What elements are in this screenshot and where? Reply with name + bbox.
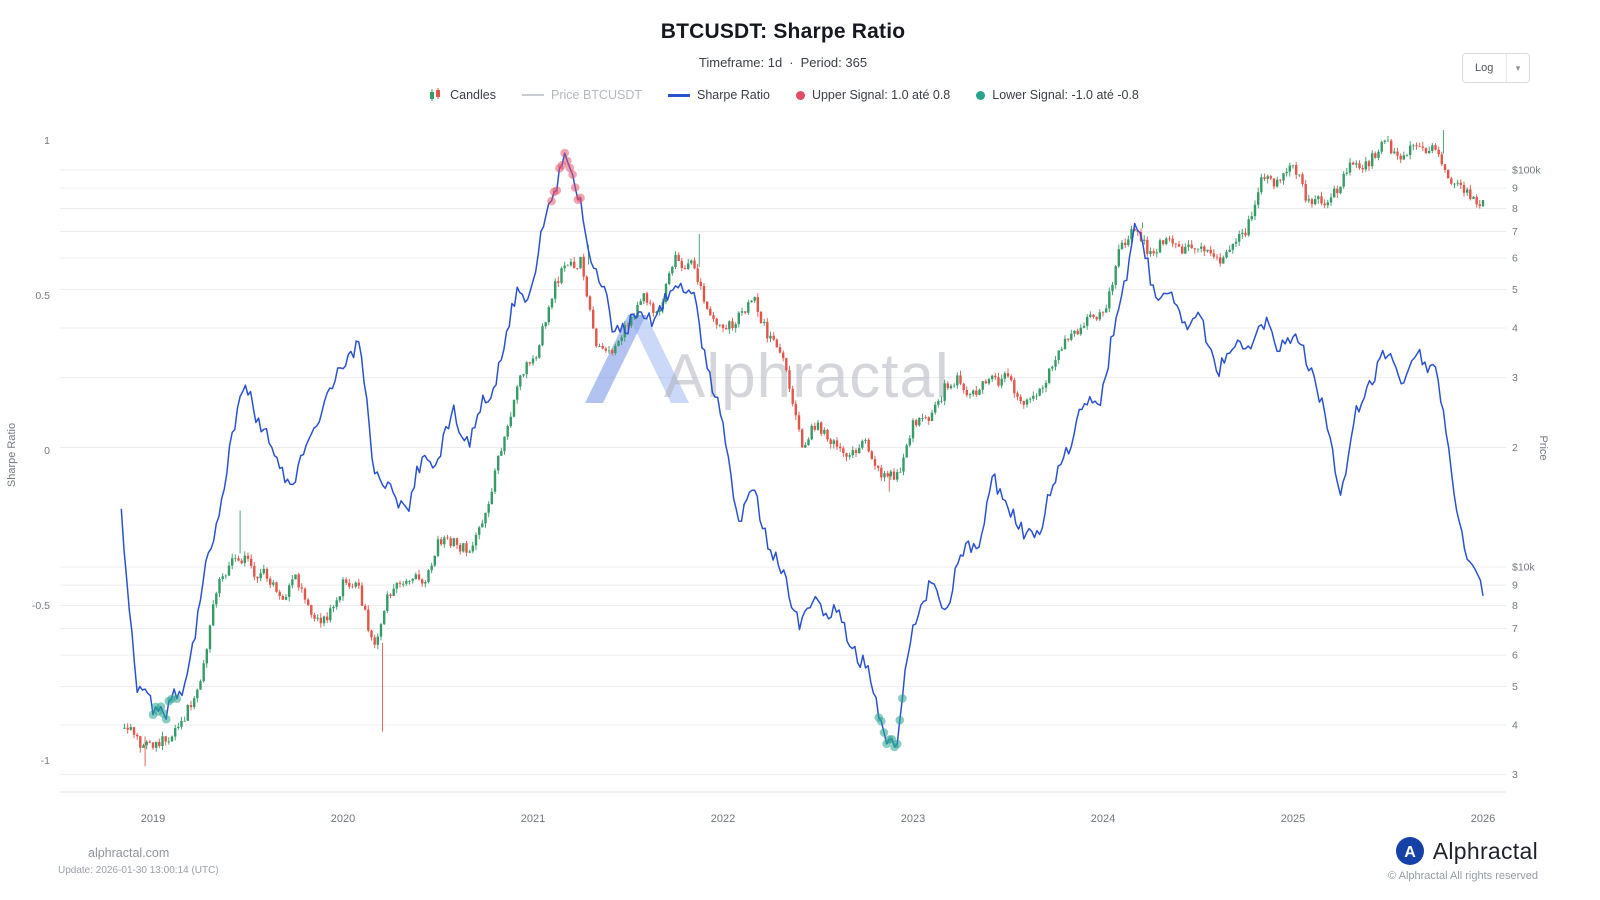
scale-dropdown-label: Log: [1475, 62, 1494, 74]
legend-item-candles[interactable]: Candles: [427, 88, 496, 102]
scale-dropdown[interactable]: Log ▾: [1462, 53, 1530, 83]
watermark: Alphractal: [585, 315, 950, 411]
chart-legend: Candles Price BTCUSDT Sharpe Ratio Upper…: [0, 88, 1566, 102]
svg-text:2: 2: [1512, 442, 1518, 454]
brand-name: Alphractal: [1432, 837, 1538, 864]
svg-text:2024: 2024: [1091, 813, 1115, 825]
legend-item-sharpe[interactable]: Sharpe Ratio: [667, 88, 770, 102]
svg-text:2019: 2019: [141, 813, 165, 825]
logo-letter: A: [1404, 844, 1416, 861]
candles-icon: [430, 88, 441, 101]
svg-text:8: 8: [1512, 203, 1518, 215]
svg-text:5: 5: [1512, 681, 1518, 693]
legend-label-lower-signal: Lower Signal: -1.0 até -0.8: [992, 88, 1139, 102]
chevron-down-icon: ▾: [1506, 54, 1529, 82]
copyright-text: © Alphractal All rights reserved: [1388, 870, 1538, 882]
legend-label-candles: Candles: [450, 88, 496, 102]
svg-text:6: 6: [1512, 650, 1518, 662]
lower-signal-dot-swatch: [976, 90, 986, 100]
svg-text:2026: 2026: [1471, 813, 1495, 825]
legend-item-upper-signal[interactable]: Upper Signal: 1.0 até 0.8: [795, 88, 951, 102]
legend-item-price[interactable]: Price BTCUSDT: [522, 88, 642, 102]
svg-text:$10k: $10k: [1512, 562, 1536, 574]
update-timestamp: Update: 2026-01-30 13:00:14 (UTC): [58, 865, 219, 876]
svg-text:3: 3: [1512, 769, 1518, 781]
svg-text:9: 9: [1512, 183, 1518, 195]
lower-signal-dots: [148, 694, 907, 752]
svg-text:2021: 2021: [521, 813, 545, 825]
svg-text:0.5: 0.5: [35, 290, 50, 302]
legend-label-upper-signal: Upper Signal: 1.0 até 0.8: [811, 88, 951, 102]
svg-text:2020: 2020: [331, 813, 355, 825]
svg-text:-1: -1: [41, 755, 50, 767]
site-link: alphractal.com: [88, 846, 170, 860]
svg-text:-0.5: -0.5: [32, 600, 50, 612]
svg-text:4: 4: [1512, 322, 1518, 334]
svg-text:8: 8: [1512, 600, 1518, 612]
svg-text:1: 1: [44, 135, 50, 147]
footer-left: alphractal.com Update: 2026-01-30 13:00:…: [58, 846, 219, 876]
price-line-swatch: [522, 94, 544, 96]
svg-text:$100k: $100k: [1512, 165, 1541, 177]
alphractal-logo-icon: A: [1395, 837, 1424, 865]
price-candles-series: [123, 130, 1485, 767]
svg-text:6: 6: [1512, 253, 1518, 265]
svg-text:2023: 2023: [901, 813, 925, 825]
upper-signal-dot-swatch: [795, 90, 805, 100]
right-axis-title: Price: [1537, 435, 1549, 461]
legend-item-lower-signal[interactable]: Lower Signal: -1.0 até -0.8: [976, 88, 1139, 102]
svg-text:3: 3: [1512, 372, 1518, 384]
legend-label-sharpe: Sharpe Ratio: [696, 88, 770, 102]
svg-text:9: 9: [1512, 580, 1518, 592]
svg-text:7: 7: [1512, 226, 1518, 238]
svg-text:0: 0: [44, 445, 50, 457]
axis-tick-labels: $100k 9 8 7 6 5 4 3 2 $10k 9 8 7 6 5 4 3 1 0.5 0 -0.5 -1 2019 2…: [32, 135, 1541, 825]
sharpe-line-swatch: [667, 93, 690, 97]
svg-text:2022: 2022: [711, 813, 735, 825]
left-axis-title: Sharpe Ratio: [6, 422, 18, 488]
svg-text:7: 7: [1512, 623, 1518, 635]
svg-text:4: 4: [1512, 719, 1518, 731]
upper-signal-dots: [547, 148, 585, 206]
footer-right: A Alphractal © Alphractal All rights res…: [1388, 836, 1538, 882]
svg-text:2025: 2025: [1281, 813, 1305, 825]
svg-text:Alphractal: Alphractal: [664, 342, 950, 411]
brand-row: A Alphractal: [1388, 836, 1538, 866]
svg-text:5: 5: [1512, 284, 1518, 296]
legend-label-price: Price BTCUSDT: [551, 88, 642, 102]
sharpe-ratio-line: [120, 152, 1484, 748]
gridlines: [60, 169, 1506, 793]
